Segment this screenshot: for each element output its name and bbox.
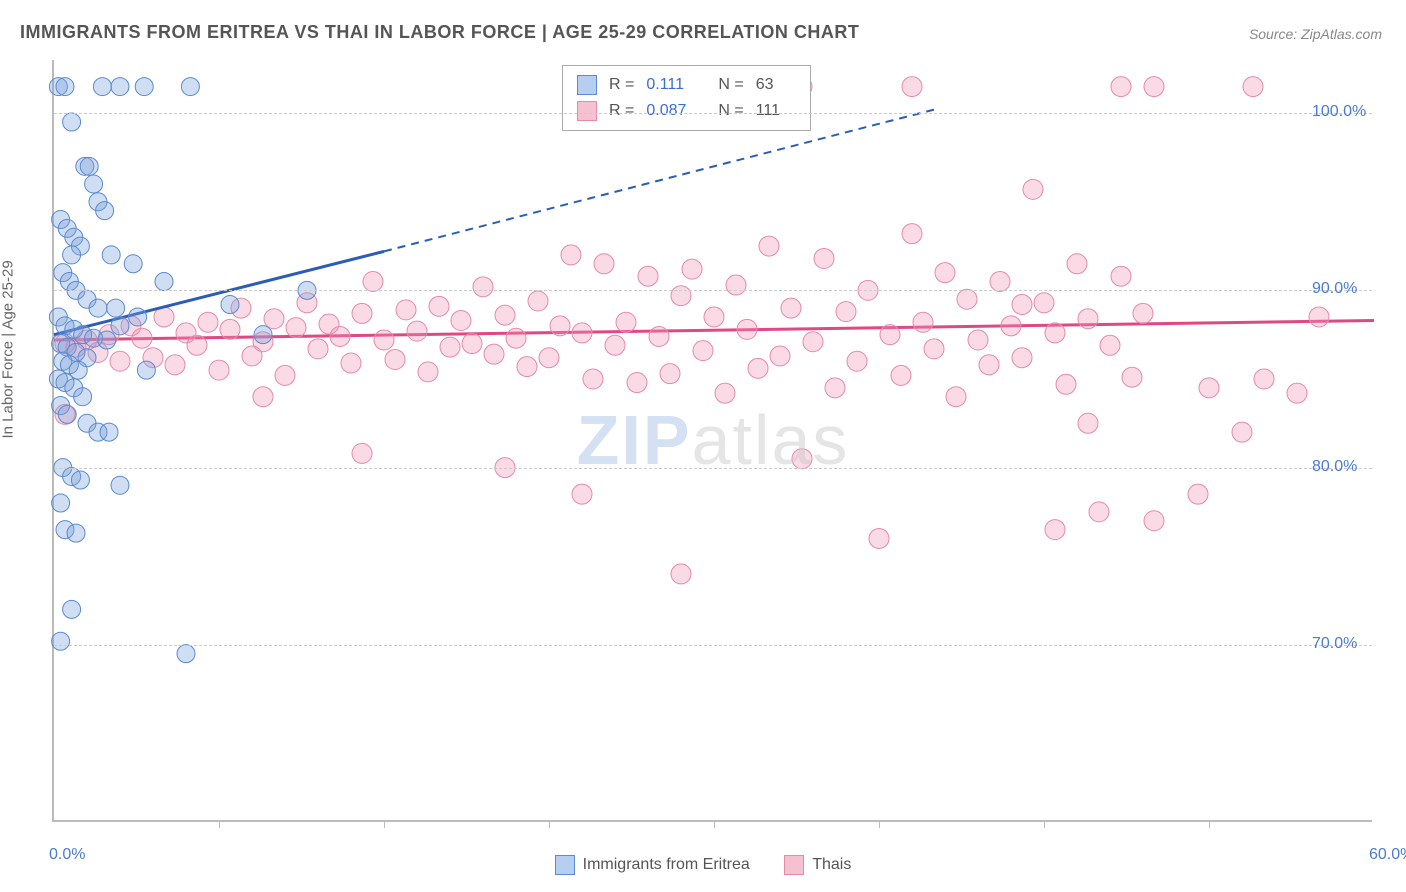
x-tick <box>1044 820 1045 828</box>
y-tick-label: 100.0% <box>1312 103 1366 121</box>
x-tick <box>879 820 880 828</box>
r-value-eritrea: 0.111 <box>646 72 706 98</box>
source-attribution: Source: ZipAtlas.com <box>1249 26 1382 42</box>
legend-label-eritrea: Immigrants from Eritrea <box>583 856 750 874</box>
legend-stats-box: R = 0.111 N = 63 R = 0.087 N = 111 <box>562 65 811 131</box>
y-axis-label: In Labor Force | Age 25-29 <box>0 260 17 438</box>
plot-svg <box>54 60 1374 822</box>
r-value-thais: 0.087 <box>646 98 706 124</box>
x-tick <box>384 820 385 828</box>
x-tick <box>1209 820 1210 828</box>
x-tick <box>549 820 550 828</box>
legend-swatch-thais <box>577 101 597 121</box>
legend-swatch-bottom-thais <box>784 855 804 875</box>
legend-row-thais: R = 0.087 N = 111 <box>577 98 796 124</box>
y-tick-label: 70.0% <box>1312 635 1357 653</box>
gridline <box>54 290 1372 291</box>
gridline <box>54 113 1372 114</box>
legend-bottom: Immigrants from Eritrea Thais <box>0 855 1406 880</box>
legend-label-thais: Thais <box>812 856 851 874</box>
y-tick-label: 90.0% <box>1312 280 1357 298</box>
x-tick <box>219 820 220 828</box>
legend-item-eritrea: Immigrants from Eritrea <box>555 855 750 875</box>
n-value-eritrea: 63 <box>756 72 796 98</box>
correlation-chart: IMMIGRANTS FROM ERITREA VS THAI IN LABOR… <box>0 0 1406 892</box>
legend-swatch-bottom-eritrea <box>555 855 575 875</box>
chart-title: IMMIGRANTS FROM ERITREA VS THAI IN LABOR… <box>20 22 859 43</box>
legend-swatch-eritrea <box>577 75 597 95</box>
gridline <box>54 468 1372 469</box>
x-tick <box>714 820 715 828</box>
n-value-thais: 111 <box>756 98 796 124</box>
gridline <box>54 645 1372 646</box>
y-tick-label: 80.0% <box>1312 458 1357 476</box>
legend-item-thais: Thais <box>784 855 851 875</box>
plot-area: ZIPatlas R = 0.111 N = 63 R = 0.087 N = … <box>52 60 1372 822</box>
legend-row-eritrea: R = 0.111 N = 63 <box>577 72 796 98</box>
